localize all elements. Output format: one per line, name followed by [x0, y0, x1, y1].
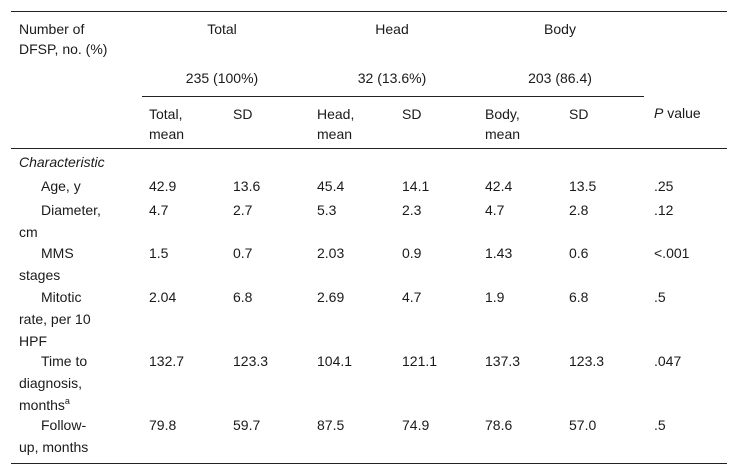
p-italic: P — [654, 105, 664, 121]
table-cell: 6.8 — [569, 289, 589, 305]
group-header-head: Head — [375, 21, 409, 37]
table-cell: 42.4 — [485, 178, 513, 194]
row-label-line: Age, y — [41, 176, 81, 196]
table-cell: 2.04 — [149, 289, 177, 305]
table-cell: 59.7 — [233, 417, 261, 433]
row-label-text: Follow- — [41, 417, 87, 433]
table-cell: .5 — [654, 417, 666, 433]
group-count-head: 32 (13.6%) — [357, 70, 427, 86]
table-cell: 1.5 — [149, 245, 169, 261]
row-label-text: MMS — [41, 245, 74, 261]
table-cell: 42.9 — [149, 178, 177, 194]
group-header-body: Body — [544, 21, 576, 37]
group-underline-rule — [142, 96, 644, 97]
table-cell: .12 — [654, 202, 674, 218]
table-cell: 0.7 — [233, 245, 253, 261]
row-label-line: up, months — [19, 437, 88, 457]
subcol-sd-head: SD — [402, 106, 422, 122]
table-cell: 6.8 — [233, 289, 253, 305]
bottom-rule — [11, 463, 727, 464]
table-cell: 1.43 — [485, 245, 513, 261]
table-cell: 4.7 — [485, 202, 505, 218]
table-cell: 2.3 — [402, 202, 422, 218]
row-label-text: Diameter, — [41, 202, 101, 218]
group-header-total: Total — [207, 21, 237, 37]
section-label: Characteristic — [19, 152, 105, 172]
table-cell: 121.1 — [402, 353, 438, 369]
row-label-text: up, months — [19, 439, 89, 455]
row-label-text: cm — [19, 224, 38, 240]
row-label-line: Mitotic — [41, 287, 81, 307]
subcol-sd-body: SD — [569, 106, 589, 122]
subcol-body-mean-l2: mean — [485, 126, 521, 142]
subcol-total-mean-l2: mean — [149, 126, 185, 142]
table-cell: 4.7 — [402, 289, 422, 305]
table-cell: 79.8 — [149, 417, 177, 433]
row-label-line: cm — [19, 222, 38, 242]
row-label-text: stages — [19, 267, 61, 283]
row-label-line: stages — [19, 265, 60, 285]
row-label-line: HPF — [19, 331, 47, 351]
table-cell: 0.9 — [402, 245, 422, 261]
table-cell: 4.7 — [149, 202, 169, 218]
row-label-line: Diameter, — [41, 200, 101, 220]
subcol-sd-total: SD — [233, 106, 253, 122]
footnote-marker: a — [64, 396, 70, 406]
row-label-text: Age, y — [41, 178, 81, 194]
table-cell: 13.5 — [569, 178, 597, 194]
table-cell: 104.1 — [317, 353, 353, 369]
table-cell: 87.5 — [317, 417, 345, 433]
row-label-line: monthsa — [19, 395, 70, 415]
row-label-text: Mitotic — [41, 289, 82, 305]
table-cell: 5.3 — [317, 202, 337, 218]
top-rule — [11, 11, 727, 12]
table-cell: 78.6 — [485, 417, 513, 433]
header-stub-line2: DFSP, no. (%) — [19, 41, 108, 57]
table-cell: 57.0 — [569, 417, 597, 433]
table-cell: 0.6 — [569, 245, 589, 261]
table-cell: 123.3 — [569, 353, 605, 369]
row-label-line: rate, per 10 — [19, 309, 91, 329]
section-label-text: Characteristic — [19, 154, 105, 170]
subcol-total-mean-l1: Total, — [149, 106, 183, 122]
data-table: Number of DFSP, no. (%) Total Head Body … — [11, 11, 727, 464]
subcol-body-mean-l1: Body, — [485, 106, 520, 122]
table-cell: 132.7 — [149, 353, 185, 369]
table-cell: 74.9 — [402, 417, 430, 433]
subcol-head-mean-l1: Head, — [317, 106, 355, 122]
table-cell: 1.9 — [485, 289, 505, 305]
row-label-text: rate, per 10 — [19, 311, 91, 327]
group-count-body: 203 (86.4) — [528, 70, 592, 86]
header-stub-line1: Number of — [19, 21, 85, 37]
row-label-line: Time to — [41, 351, 87, 371]
table-cell: <.001 — [654, 245, 690, 261]
row-label-text: HPF — [19, 333, 47, 349]
table-cell: .25 — [654, 178, 674, 194]
table-cell: 45.4 — [317, 178, 345, 194]
row-label-text: Time to — [41, 353, 88, 369]
table-cell: 123.3 — [233, 353, 269, 369]
row-label-text: months — [19, 397, 65, 413]
table-cell: 2.8 — [569, 202, 589, 218]
row-label-line: diagnosis, — [19, 373, 82, 393]
p-rest: value — [663, 105, 701, 121]
row-label-line: MMS — [41, 243, 74, 263]
table-cell: 14.1 — [402, 178, 430, 194]
subcol-head-mean-l2: mean — [317, 126, 353, 142]
row-label-text: diagnosis, — [19, 375, 83, 391]
table-cell: 2.7 — [233, 202, 253, 218]
table-cell: 13.6 — [233, 178, 261, 194]
group-count-total: 235 (100%) — [185, 70, 259, 86]
table-cell: .047 — [654, 353, 682, 369]
table-cell: .5 — [654, 289, 666, 305]
table-cell: 2.69 — [317, 289, 345, 305]
subcol-p-value: P value — [654, 103, 701, 123]
table-cell: 137.3 — [485, 353, 521, 369]
table-cell: 2.03 — [317, 245, 345, 261]
header-bottom-rule — [11, 148, 727, 149]
row-label-line: Follow- — [41, 415, 86, 435]
